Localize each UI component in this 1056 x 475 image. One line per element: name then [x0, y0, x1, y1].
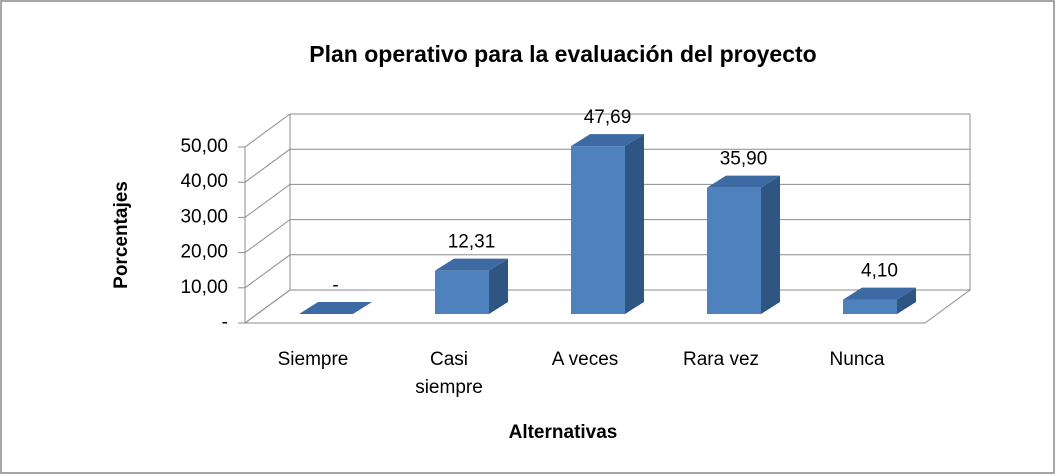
bar-side: [625, 134, 644, 314]
bar: [571, 146, 625, 314]
grid-line: [244, 219, 291, 254]
value-label: 12,31: [448, 232, 496, 253]
grid-line: [244, 289, 291, 324]
x-axis-title: Alternativas: [509, 422, 618, 443]
chart-title: Plan operativo para la evaluación del pr…: [309, 41, 816, 67]
value-label: 35,90: [720, 149, 768, 170]
bar: [707, 187, 761, 314]
x-tick-label: A veces: [551, 349, 619, 370]
y-tick-label: 30,00: [180, 206, 228, 227]
value-label: -: [332, 275, 338, 296]
y-tick-label: 50,00: [180, 136, 228, 157]
value-label: 47,69: [584, 107, 632, 128]
bar-side: [761, 175, 780, 314]
bar-side: [489, 258, 508, 314]
bar: [435, 270, 489, 314]
x-tick-label: Casi siempre: [415, 349, 483, 398]
y-axis-title: Porcentajes: [111, 181, 132, 289]
bar-top: [299, 302, 372, 314]
y-tick-label: 10,00: [180, 277, 228, 298]
grid-line: [244, 148, 291, 183]
y-tick-label: 20,00: [180, 242, 228, 263]
grid-line: [244, 113, 291, 148]
value-label: 4,10: [861, 261, 898, 282]
bar: [843, 299, 897, 314]
bar-top: [843, 287, 916, 300]
x-tick-label: Rara vez: [682, 349, 760, 370]
bar-top: [571, 134, 644, 147]
grid-line: [244, 183, 291, 218]
x-tick-label: Nunca: [829, 349, 885, 370]
bar-top: [707, 175, 780, 188]
x-tick-label: Siempre: [277, 349, 349, 370]
grid-line: [244, 254, 291, 289]
bar-side: [897, 287, 916, 314]
y-tick-label: 40,00: [180, 171, 228, 192]
y-tick-label: -: [222, 312, 228, 333]
bar-top: [435, 258, 508, 271]
